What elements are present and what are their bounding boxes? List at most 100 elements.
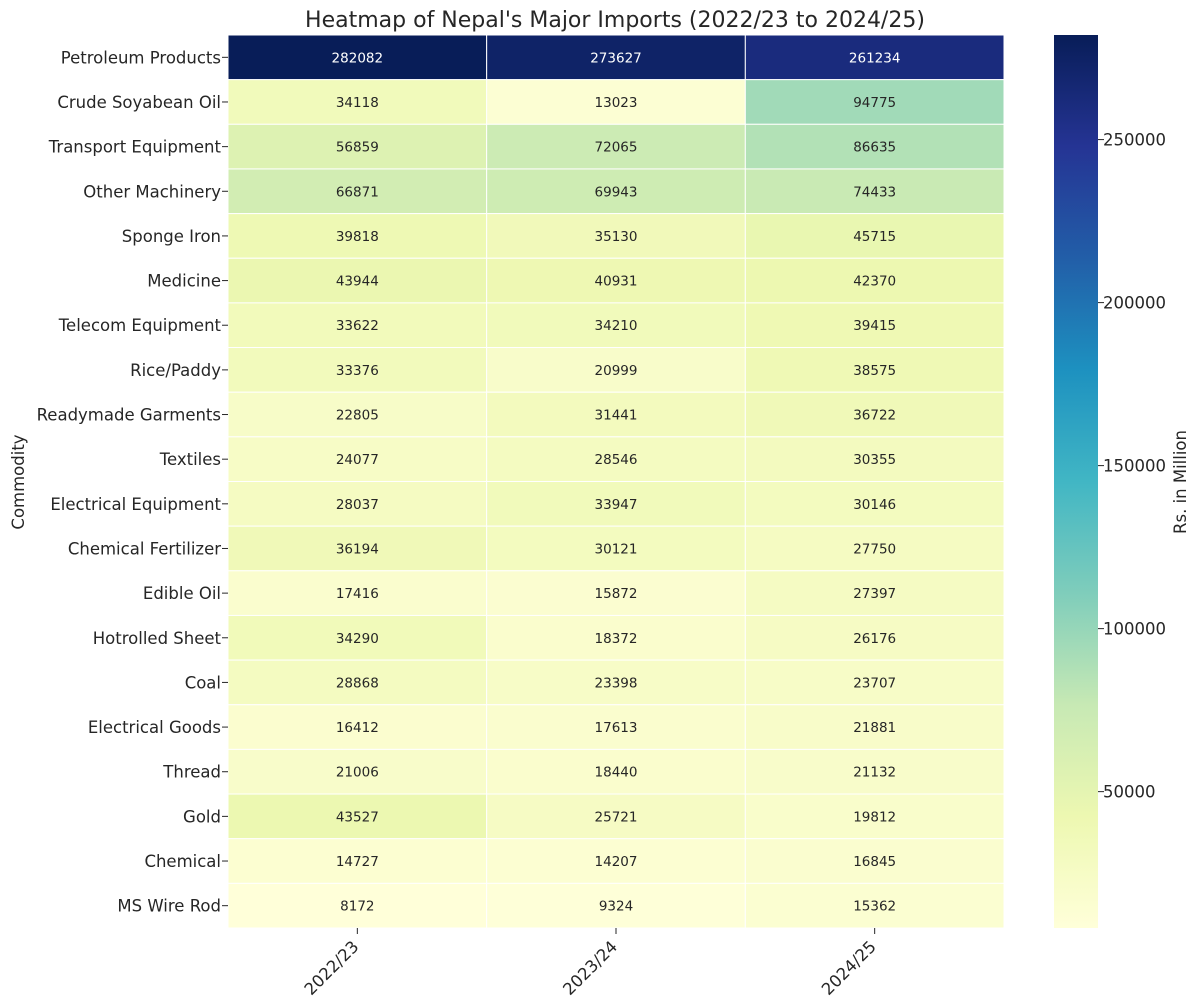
heatmap-cell [744, 436, 1005, 483]
cell-value-label: 16412 [336, 720, 379, 736]
cell-value-label: 30146 [853, 497, 896, 513]
cell-value-label: 31441 [595, 408, 638, 424]
row-label: Telecom Equipment [58, 316, 222, 335]
cell-value-label: 27397 [853, 586, 896, 602]
cell-value-label: 45715 [853, 229, 896, 245]
cell-value-label: 56859 [336, 140, 379, 156]
cell-value-label: 17416 [336, 586, 379, 602]
cell-value-label: 39818 [336, 229, 379, 245]
cell-value-label: 28868 [336, 675, 379, 691]
cell-value-label: 16845 [853, 854, 896, 870]
heatmap-cell [227, 748, 488, 795]
heatmap-cell [486, 793, 746, 840]
heatmap-cell [486, 257, 746, 304]
column-label: 2024/25 [818, 937, 880, 999]
row-label: Edible Oil [143, 584, 221, 603]
cell-value-label: 28546 [595, 452, 638, 468]
cell-value-label: 23398 [595, 675, 638, 691]
heatmap-cell [744, 704, 1005, 750]
heatmap-cell [486, 882, 746, 929]
heatmap-cell [227, 168, 488, 215]
cell-value-label: 30355 [853, 452, 896, 468]
heatmap-cell [486, 213, 746, 259]
cell-value-label: 66871 [336, 184, 379, 200]
heatmap-cell [486, 704, 746, 750]
cell-value-label: 38575 [853, 363, 896, 379]
heatmap-cell [227, 481, 488, 527]
cell-value-label: 15362 [853, 899, 896, 915]
heatmap-cell [744, 79, 1005, 125]
cell-value-label: 40931 [595, 274, 638, 290]
heatmap-cell [744, 391, 1005, 438]
cell-value-label: 28037 [336, 497, 379, 513]
row-label: Sponge Iron [122, 227, 221, 246]
cell-value-label: 43527 [336, 809, 379, 825]
heatmap-cell [486, 838, 746, 884]
row-label: Hotrolled Sheet [93, 629, 222, 648]
row-labels: Petroleum Products Crude Soyabean Oil Tran… [37, 48, 228, 916]
cell-value-label: 30121 [595, 541, 638, 557]
cell-value-label: 14727 [336, 854, 379, 870]
cell-value-label: 18372 [595, 631, 638, 647]
heatmap-cell [744, 481, 1005, 527]
cell-value-label: 25721 [595, 809, 638, 825]
heatmap-cell [227, 838, 488, 884]
heatmap-cell [227, 391, 488, 438]
colorbar-title: Rs. in Million [1171, 430, 1190, 534]
heatmap-cell [227, 570, 488, 616]
heatmap-cell [486, 34, 746, 81]
colorbar-tick-label: 250000 [1103, 131, 1166, 150]
colorbar-tick-label: 200000 [1103, 294, 1166, 313]
cell-value-label: 13023 [595, 95, 638, 111]
row-label: Other Machinery [83, 182, 221, 201]
heatmap-cell [486, 302, 746, 349]
cell-value-label: 86635 [853, 140, 896, 156]
heatmap-cell [744, 659, 1005, 706]
heatmap-cell [744, 302, 1005, 349]
row-label: Readymade Garments [37, 406, 221, 425]
heatmap-cell [227, 302, 488, 349]
cell-value-label: 24077 [336, 452, 379, 468]
row-label: Chemical Fertilizer [68, 539, 221, 558]
cell-value-label: 8172 [340, 899, 374, 915]
colorbar [1054, 35, 1098, 928]
heatmap-cell [744, 614, 1005, 661]
row-label: Chemical [144, 852, 221, 871]
cell-value-label: 35130 [595, 229, 638, 245]
heatmap-cell [227, 79, 488, 125]
heatmap-cell [744, 793, 1005, 840]
cell-value-label: 9324 [599, 899, 633, 915]
cell-value-label: 69943 [595, 184, 638, 200]
cell-value-label: 21881 [853, 720, 896, 736]
cell-value-label: 18440 [595, 765, 638, 781]
heatmap-cell [486, 123, 746, 170]
cell-value-label: 33622 [336, 318, 379, 334]
heatmap-cell [744, 213, 1005, 259]
cell-value-label: 36722 [853, 408, 896, 424]
heatmap-cell [744, 570, 1005, 616]
chart-title: Heatmap of Nepal's Major Imports (2022/2… [305, 8, 925, 33]
heatmap-cell [486, 347, 746, 393]
cell-value-label: 36194 [336, 541, 379, 557]
heatmap-cell [227, 213, 488, 259]
cell-value-label: 74433 [853, 184, 896, 200]
heatmap-cell [486, 79, 746, 125]
cell-value-label: 34210 [595, 318, 638, 334]
cell-value-label: 39415 [853, 318, 896, 334]
row-label: Gold [183, 807, 221, 826]
heatmap-cell [744, 748, 1005, 795]
row-label: Medicine [147, 272, 221, 291]
colorbar-tick-label: 150000 [1103, 457, 1166, 476]
cell-value-label: 21132 [853, 765, 896, 781]
cell-value-label: 20999 [595, 363, 638, 379]
colorbar-tick-label: 100000 [1103, 620, 1166, 639]
row-label: Transport Equipment [48, 138, 222, 157]
row-label: Textiles [159, 450, 221, 469]
colorbar-ticks: 50000 100000 150000 200000 250000 [1098, 131, 1166, 802]
cell-value-label: 273627 [590, 50, 642, 66]
heatmap-cell [486, 525, 746, 572]
cell-value-label: 282082 [332, 50, 384, 66]
cell-value-label: 94775 [853, 95, 896, 111]
row-label: Electrical Equipment [50, 495, 221, 514]
